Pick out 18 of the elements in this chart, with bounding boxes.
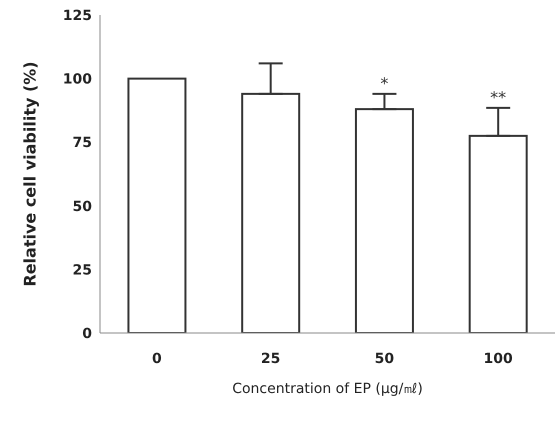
y-tick-label: 50 (72, 198, 92, 215)
y-tick-label: 100 (62, 72, 92, 88)
bar (354, 108, 414, 333)
y-axis-title: Relative cell viability (%) (20, 61, 40, 287)
x-tick-label: 50 (374, 350, 394, 367)
bar (241, 92, 300, 333)
bar (127, 78, 186, 333)
x-tick-label: 100 (484, 350, 513, 367)
x-tick-label: 25 (260, 350, 280, 367)
x-tick-label: 0 (152, 350, 162, 367)
y-tick-label: 125 (62, 8, 92, 24)
y-tick-label: 75 (72, 135, 92, 152)
y-tick-label: 0 (82, 326, 92, 342)
bar (468, 134, 528, 333)
x-axis-title: Concentration of EP (μg/㎖) (232, 381, 423, 397)
y-tick-label: 25 (72, 262, 92, 278)
annotation: * (380, 74, 388, 93)
annotation: ** (490, 88, 506, 107)
